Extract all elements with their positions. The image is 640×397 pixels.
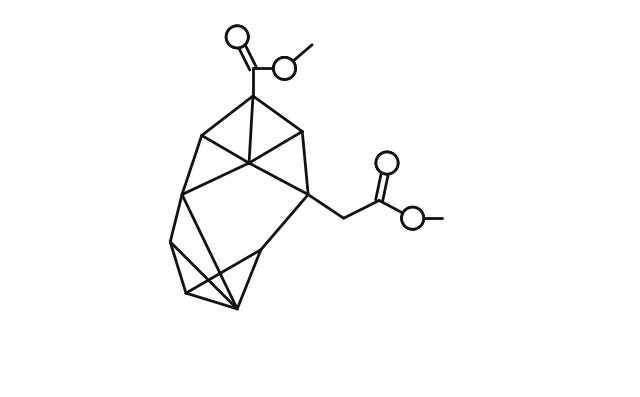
Circle shape	[273, 58, 296, 79]
Circle shape	[402, 207, 424, 229]
Circle shape	[376, 152, 398, 174]
Circle shape	[226, 26, 248, 48]
